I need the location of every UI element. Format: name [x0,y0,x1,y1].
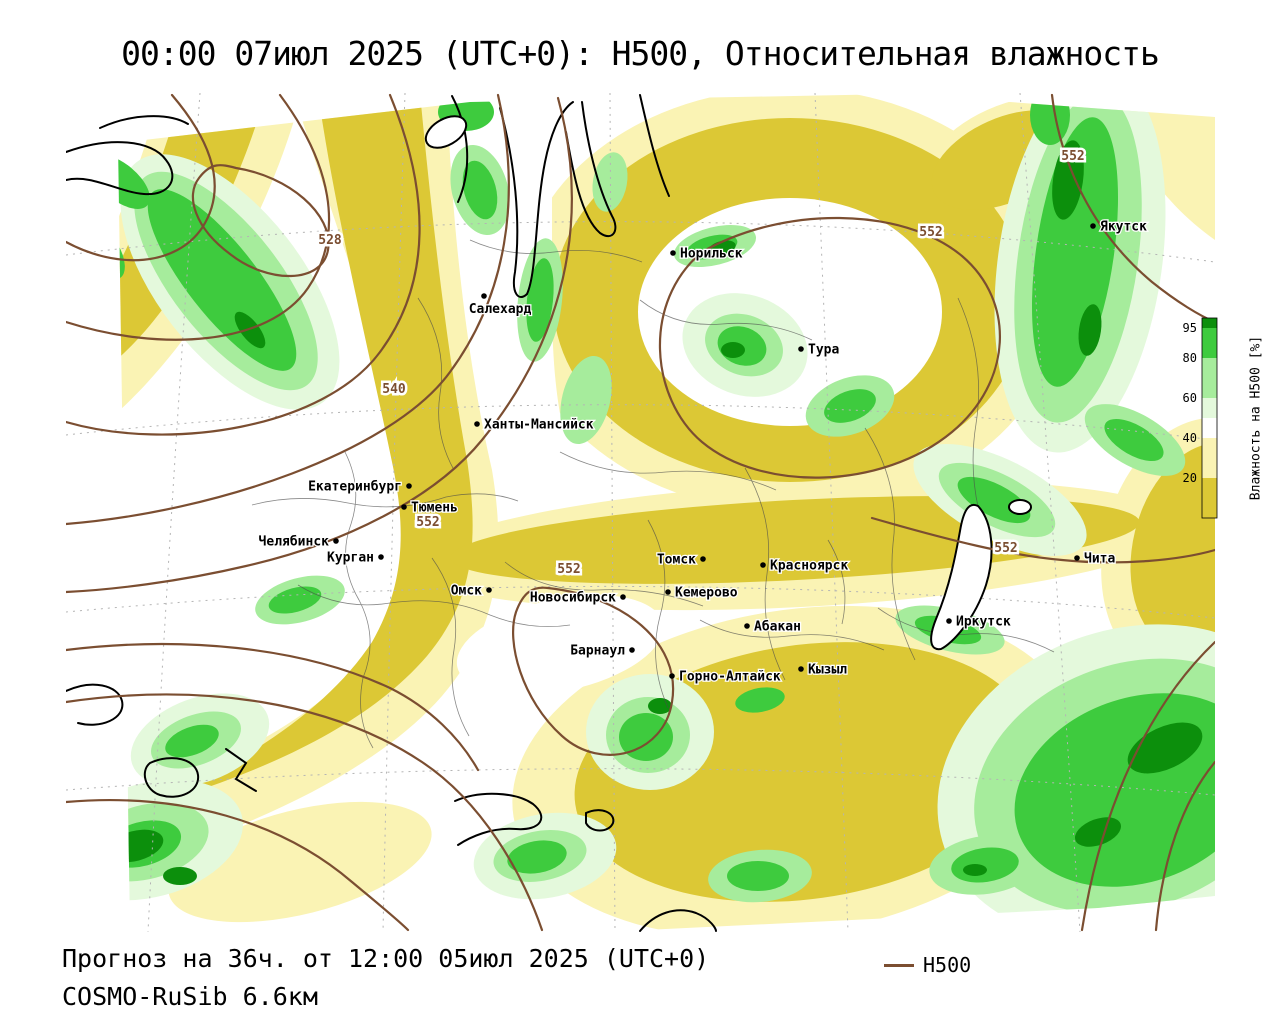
city-dot [798,666,804,672]
city-marker: Тура [798,341,841,359]
colorbar-tick-label: 40 [1183,431,1197,445]
city-marker: Якутск [1090,218,1148,236]
city-dot [481,293,487,299]
city-marker: Иркутск [946,613,1012,631]
city-dot [1074,555,1080,561]
colorbar-tick-label: 60 [1183,391,1197,405]
city-label: Екатеринбург [308,480,402,495]
contour-value-label: 552 [919,225,942,240]
contour-value-label: 540 [382,382,406,397]
contour-value-label: 528 [318,233,342,248]
colorbar-segment [1202,358,1217,398]
model-text: COSMO-RuSib 6.6км [62,982,318,1011]
colorbar: 95 80 60 40 20 [1183,317,1218,519]
island [424,115,468,149]
city-marker: Барнаул [569,642,635,660]
city-marker: Чита [1074,550,1117,568]
city-marker: Тюмень [401,499,459,517]
city-marker: Челябинск [257,533,339,551]
colorbar-tick-label: 95 [1183,321,1197,335]
graticule [66,93,1215,932]
city-dot [378,554,384,560]
colorbar-segment [1202,418,1217,438]
city-label: Абакан [754,620,801,635]
city-marker: Омск [449,582,492,600]
colorbar-segment [1202,328,1217,358]
city-label: Томск [657,553,696,568]
city-label: Якутск [1100,220,1147,235]
contour-legend: H500 [884,953,971,977]
city-dot [798,346,804,352]
coastlines [66,94,1032,932]
city-label: Тура [808,343,839,358]
city-dot [946,618,952,624]
city-label: Кызыл [808,663,847,678]
city-marker: Кемерово [665,584,739,602]
footer: Прогноз на 36ч. от 12:00 05июл 2025 (UTC… [62,944,709,1011]
humidity-field [118,94,1215,931]
city-dot [669,673,675,679]
city-label: Тюмень [411,501,458,516]
city-marker: Екатеринбург [307,478,412,496]
city-dot [760,562,766,568]
city-marker: Курган [326,549,384,567]
city-dot [333,538,339,544]
h500-line-swatch [884,963,914,967]
contour-value-label: 552 [994,541,1017,556]
colorbar-segment [1202,318,1217,328]
forecast-text: Прогноз на 36ч. от 12:00 05июл 2025 (UTC… [62,944,710,973]
colorbar-tick-label: 80 [1183,351,1197,365]
h500-legend-label: H500 [923,953,972,977]
city-dot [620,594,626,600]
city-marker: Абакан [744,618,802,636]
city-marker: Салехард [467,293,533,318]
colorbar-frame [1201,317,1218,519]
city-marker: Норильск [670,245,744,263]
city-label: Ханты-Мансийск [484,418,594,433]
map-labels: Норильск Якутск Салехард Тура Ханты-Мансийск… [257,147,1148,686]
city-label: Чита [1084,552,1115,567]
contour-lines [66,93,1215,932]
city-dot [744,623,750,629]
colorbar-segment [1202,438,1217,478]
city-label: Красноярск [770,559,848,574]
contour-value-label: 552 [557,562,580,577]
city-marker: Кызыл [798,661,849,679]
city-label: Кемерово [675,586,738,601]
city-dot [1090,223,1096,229]
contour-value-label: 552 [1061,149,1084,164]
colorbar-segment [1202,478,1217,518]
city-marker: Новосибирск [529,589,626,607]
city-dot [401,504,407,510]
colorbar-tick-label: 20 [1183,471,1197,485]
city-label: Омск [451,584,482,599]
city-label: Барнаул [570,644,625,659]
city-label: Новосибирск [530,591,616,606]
city-label: Салехард [469,302,532,317]
city-label: Норильск [680,247,743,262]
city-marker: Красноярск [760,557,850,575]
page-title: 00:00 07июл 2025 (UTC+0): H500, Относите… [121,34,1160,73]
city-dot [670,250,676,256]
city-marker: Горно-Алтайск [669,668,782,686]
city-label: Курган [327,551,374,566]
city-marker: Ханты-Мансийск [474,416,595,434]
city-label: Горно-Алтайск [679,670,781,685]
colorbar-segment [1202,398,1217,418]
city-label: Челябинск [259,535,330,550]
city-dot [665,589,671,595]
city-marker: Томск [656,551,706,569]
contour-value-label: 552 [416,515,439,530]
city-dot [700,556,706,562]
city-dot [406,483,412,489]
city-dot [629,647,635,653]
city-dot [474,421,480,427]
city-label: Иркутск [956,615,1011,630]
city-dot [486,587,492,593]
lake-baikal [930,503,993,651]
colorbar-title: Влажность на H500 [%] [1248,335,1264,501]
